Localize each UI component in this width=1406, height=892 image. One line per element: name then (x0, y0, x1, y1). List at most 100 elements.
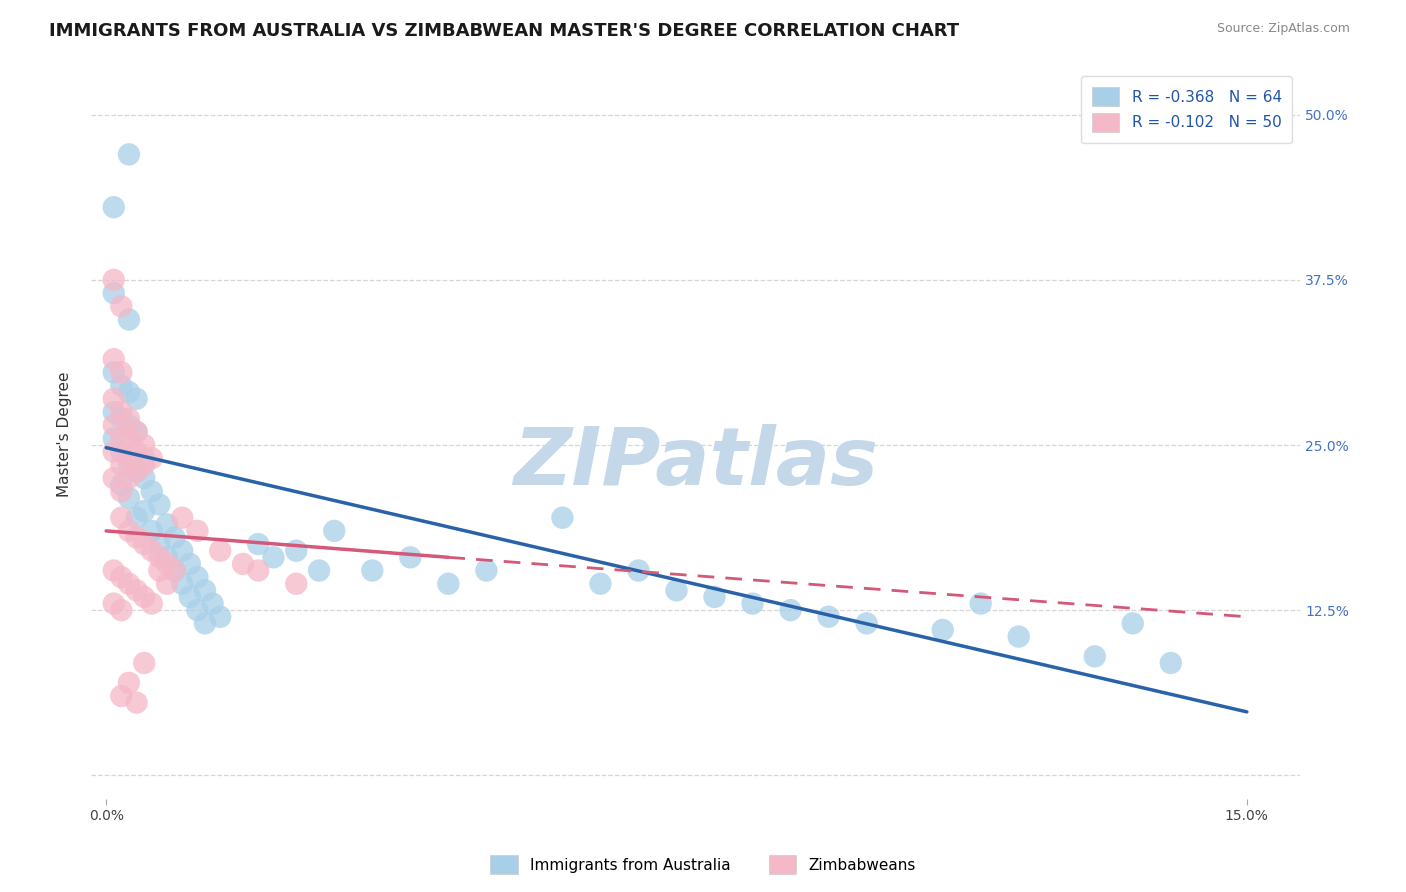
Point (110, 477, 132, 491)
Point (103, 365, 125, 379)
Point (148, 537, 170, 551)
Point (186, 524, 208, 538)
Point (118, 147, 141, 161)
Point (118, 576, 141, 591)
Point (134, 471, 156, 485)
Point (186, 570, 208, 584)
Point (1160, 656, 1182, 670)
Point (308, 564, 330, 578)
Text: IMMIGRANTS FROM AUSTRALIA VS ZIMBABWEAN MASTER'S DEGREE CORRELATION CHART: IMMIGRANTS FROM AUSTRALIA VS ZIMBABWEAN … (49, 22, 959, 40)
Point (103, 471, 125, 485)
Point (103, 273, 125, 287)
Point (163, 564, 186, 578)
Point (141, 597, 163, 611)
Point (179, 557, 201, 571)
Point (931, 623, 953, 637)
Point (148, 564, 170, 578)
Point (110, 411, 132, 425)
Point (247, 537, 270, 551)
Point (148, 550, 170, 565)
Point (125, 583, 148, 598)
Point (118, 418, 141, 433)
Point (163, 531, 186, 545)
Text: Source: ZipAtlas.com: Source: ZipAtlas.com (1216, 22, 1350, 36)
Point (103, 444, 125, 458)
Point (1084, 649, 1107, 664)
Point (134, 656, 156, 670)
Y-axis label: Master's Degree: Master's Degree (58, 371, 72, 497)
Point (125, 510, 148, 524)
Point (194, 616, 217, 631)
Point (399, 550, 422, 565)
Point (186, 603, 208, 617)
Point (194, 583, 217, 598)
Text: ZIPatlas: ZIPatlas (513, 424, 877, 502)
Point (247, 564, 270, 578)
Point (103, 418, 125, 433)
Point (125, 425, 148, 439)
Point (134, 537, 156, 551)
Point (110, 484, 132, 499)
Point (141, 451, 163, 466)
Point (118, 431, 141, 445)
Point (110, 431, 132, 445)
Point (551, 510, 574, 524)
Point (969, 597, 991, 611)
Point (361, 564, 384, 578)
Point (125, 696, 148, 710)
Point (323, 524, 346, 538)
Point (110, 458, 132, 472)
Point (134, 590, 156, 604)
Legend: Immigrants from Australia, Zimbabweans: Immigrants from Australia, Zimbabweans (484, 849, 922, 880)
Point (1122, 616, 1144, 631)
Point (141, 484, 163, 499)
Point (110, 603, 132, 617)
Point (118, 524, 141, 538)
Point (172, 510, 194, 524)
Point (141, 524, 163, 538)
Point (134, 458, 156, 472)
Point (110, 444, 132, 458)
Point (118, 675, 141, 690)
Point (589, 576, 612, 591)
Point (118, 491, 141, 505)
Point (141, 543, 163, 558)
Point (232, 557, 254, 571)
Point (148, 498, 170, 512)
Point (179, 590, 201, 604)
Point (118, 385, 141, 400)
Point (103, 431, 125, 445)
Point (262, 550, 284, 565)
Point (125, 465, 148, 479)
Point (134, 504, 156, 518)
Point (118, 458, 141, 472)
Point (110, 405, 132, 419)
Point (172, 576, 194, 591)
Point (103, 597, 125, 611)
Point (209, 609, 232, 624)
Point (156, 557, 179, 571)
Point (627, 564, 650, 578)
Point (134, 438, 156, 452)
Point (855, 616, 877, 631)
Point (118, 312, 141, 326)
Point (118, 471, 141, 485)
Point (110, 378, 132, 392)
Point (201, 597, 224, 611)
Point (285, 543, 308, 558)
Point (475, 564, 498, 578)
Point (156, 517, 179, 532)
Point (103, 564, 125, 578)
Point (118, 411, 141, 425)
Legend: R = -0.368   N = 64, R = -0.102   N = 50: R = -0.368 N = 64, R = -0.102 N = 50 (1081, 76, 1292, 143)
Point (110, 689, 132, 703)
Point (103, 392, 125, 406)
Point (103, 405, 125, 419)
Point (163, 564, 186, 578)
Point (125, 425, 148, 439)
Point (437, 576, 460, 591)
Point (125, 465, 148, 479)
Point (703, 590, 725, 604)
Point (1008, 630, 1031, 644)
Point (110, 510, 132, 524)
